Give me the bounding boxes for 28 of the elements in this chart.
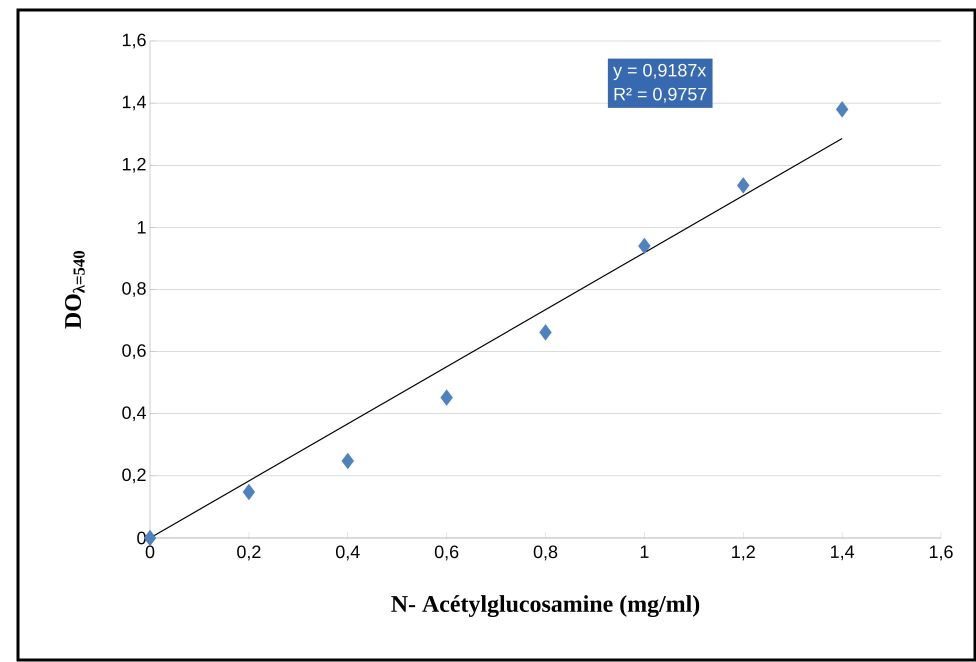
y-tick-label: 1 xyxy=(138,221,146,234)
y-tick-label: 0,6 xyxy=(122,344,146,360)
x-tick-label: 0,2 xyxy=(237,545,260,560)
y-axis-title: DO$_{λ=540}$ xyxy=(65,251,85,329)
y-tick-label: 1,6 xyxy=(122,34,146,48)
annotation: R² = 0,9757 xyxy=(614,88,706,103)
x-tick-label: 1,6 xyxy=(930,545,953,560)
x-axis-title: N- Acétylglucosamine (mg/ml) xyxy=(391,595,700,618)
point xyxy=(638,238,651,254)
y-tick-label: 1,2 xyxy=(122,158,146,173)
point xyxy=(440,389,453,406)
y-tick-label: 0,2 xyxy=(122,468,146,484)
x-tick-label: 0,4 xyxy=(336,545,360,560)
y-tick-label: 1,4 xyxy=(122,96,146,110)
point xyxy=(737,177,750,194)
x-tick-label: 1,2 xyxy=(732,545,755,560)
x-tick-label: 0,6 xyxy=(434,545,458,560)
point xyxy=(242,484,256,500)
x-tick-label: 1 xyxy=(640,546,648,558)
x-tick-label: 1,4 xyxy=(831,546,854,560)
point xyxy=(836,101,848,118)
x-tick-label: 0 xyxy=(146,545,154,558)
point xyxy=(539,324,552,341)
x-tick-label: 0,8 xyxy=(534,545,558,560)
y-tick-label: 0,8 xyxy=(122,282,146,297)
annotation: y = 0,9187x xyxy=(613,64,706,80)
point xyxy=(342,452,354,470)
y-tick-label: 0,4 xyxy=(122,406,146,422)
